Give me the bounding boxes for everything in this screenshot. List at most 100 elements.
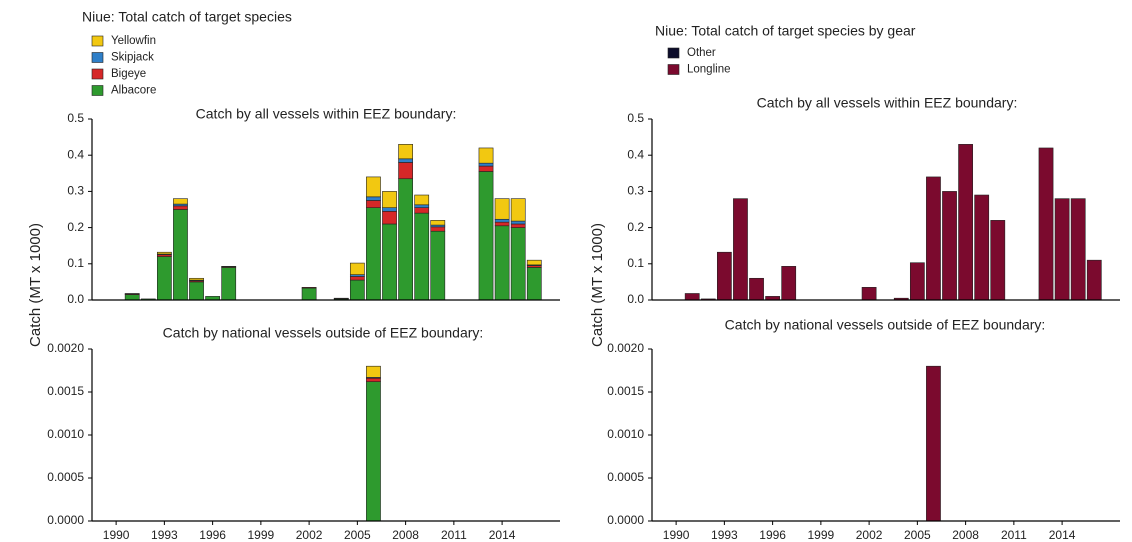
legend-swatch	[91, 52, 104, 63]
bar-segment	[926, 365, 941, 522]
bar-segment	[1070, 198, 1086, 301]
left-title: Niue: Total catch of target species	[82, 9, 292, 25]
bar-segment	[382, 191, 397, 208]
bar-segment	[510, 198, 526, 222]
y-tick-label: 0.1	[627, 256, 644, 270]
legend-label: Longline	[687, 64, 730, 76]
y-tick-label: 0.2	[67, 220, 84, 234]
x-tick-label: 2008	[952, 528, 979, 542]
subplot-title: Catch by all vessels within EEZ boundary…	[757, 95, 1018, 111]
bar-segment	[173, 205, 188, 210]
right-y-label: Catch (MT x 1000)	[589, 223, 606, 347]
bar-segment	[382, 223, 397, 301]
subplot-title: Catch by national vessels outside of EEZ…	[725, 317, 1046, 333]
legend-label: Albacore	[111, 85, 156, 97]
bar-segment	[510, 227, 526, 301]
right-title: Niue: Total catch of target species by g…	[655, 23, 916, 39]
y-tick-label: 0.1	[67, 256, 84, 270]
bar-segment	[156, 251, 172, 255]
bar-segment	[398, 144, 413, 160]
x-tick-label: 2011	[441, 528, 467, 542]
y-tick-label: 0.0010	[607, 427, 644, 441]
x-tick-label: 1990	[663, 528, 690, 542]
x-tick-label: 2011	[1001, 528, 1027, 542]
bar-segment	[781, 266, 797, 301]
bar-segment	[366, 176, 381, 198]
bar-segment	[189, 277, 204, 281]
y-tick-label: 0.5	[627, 111, 644, 125]
y-tick-label: 0.0000	[47, 513, 84, 527]
y-tick-label: 0.3	[67, 184, 84, 198]
bar-segment	[398, 162, 413, 180]
x-tick-label: 2005	[904, 528, 931, 542]
bar-segment	[990, 220, 1006, 301]
y-tick-label: 0.3	[627, 184, 644, 198]
x-tick-label: 2014	[489, 528, 516, 542]
bar-segment	[382, 207, 397, 212]
legend-label: Yellowfin	[111, 35, 156, 47]
bar-segment	[301, 287, 317, 301]
y-tick-label: 0.0020	[607, 341, 644, 355]
bar-segment	[974, 194, 990, 301]
bar-segment	[414, 212, 430, 301]
x-tick-label: 1999	[808, 528, 835, 542]
x-tick-label: 2002	[296, 528, 323, 542]
x-tick-label: 1993	[711, 528, 738, 542]
bar-segment	[1038, 147, 1054, 301]
y-tick-label: 0.0005	[607, 470, 644, 484]
x-tick-label: 1996	[759, 528, 786, 542]
bar-segment	[733, 198, 748, 301]
bar-segment	[430, 230, 446, 301]
x-tick-label: 1996	[199, 528, 226, 542]
y-tick-label: 0.4	[627, 147, 644, 161]
legend-label: Bigeye	[111, 68, 146, 80]
bar-segment	[716, 251, 732, 301]
bar-segment	[414, 204, 430, 208]
bar-segment	[478, 165, 494, 172]
y-tick-label: 0.2	[627, 220, 644, 234]
subplot-title: Catch by national vessels outside of EEZ…	[163, 325, 484, 341]
bar-segment	[221, 267, 237, 301]
bar-segment	[526, 267, 542, 301]
bar-segment	[684, 293, 700, 301]
bar-segment	[173, 209, 188, 301]
bar-segment	[414, 207, 430, 214]
bar-segment	[349, 276, 365, 281]
bar-segment	[398, 178, 413, 301]
bar-segment	[173, 198, 188, 205]
y-tick-label: 0.5	[67, 111, 84, 125]
x-tick-label: 2005	[344, 528, 371, 542]
bar-segment	[1054, 198, 1070, 301]
y-tick-label: 0.0000	[607, 513, 644, 527]
x-tick-label: 2008	[392, 528, 419, 542]
legend-swatch	[91, 68, 104, 80]
x-tick-label: 2014	[1049, 528, 1076, 542]
bar-segment	[478, 162, 494, 167]
bar-segment	[156, 256, 172, 301]
bar-segment	[189, 281, 204, 301]
y-tick-label: 0.4	[67, 147, 84, 161]
legend-swatch	[667, 64, 680, 75]
legend-swatch	[667, 47, 680, 59]
bar-segment	[366, 365, 381, 378]
bar-segment	[510, 220, 526, 225]
legend-label: Other	[687, 47, 716, 59]
bar-segment	[909, 262, 925, 301]
x-tick-label: 1990	[103, 528, 130, 542]
legend-label: Skipjack	[111, 52, 154, 64]
bar-segment	[430, 220, 446, 226]
subplot-title: Catch by all vessels within EEZ boundary…	[196, 106, 457, 122]
y-tick-label: 0.0015	[607, 384, 644, 398]
bar-segment	[301, 287, 317, 289]
bar-segment	[366, 196, 381, 201]
bar-segment	[494, 221, 510, 227]
bar-segment	[349, 262, 365, 275]
x-tick-label: 2002	[856, 528, 883, 542]
y-tick-label: 0.0010	[47, 427, 84, 441]
bar-segment	[398, 158, 413, 163]
bar-segment	[526, 259, 542, 266]
bar-segment	[494, 218, 510, 223]
bar-segment	[414, 194, 430, 206]
bar-segment	[366, 207, 381, 301]
